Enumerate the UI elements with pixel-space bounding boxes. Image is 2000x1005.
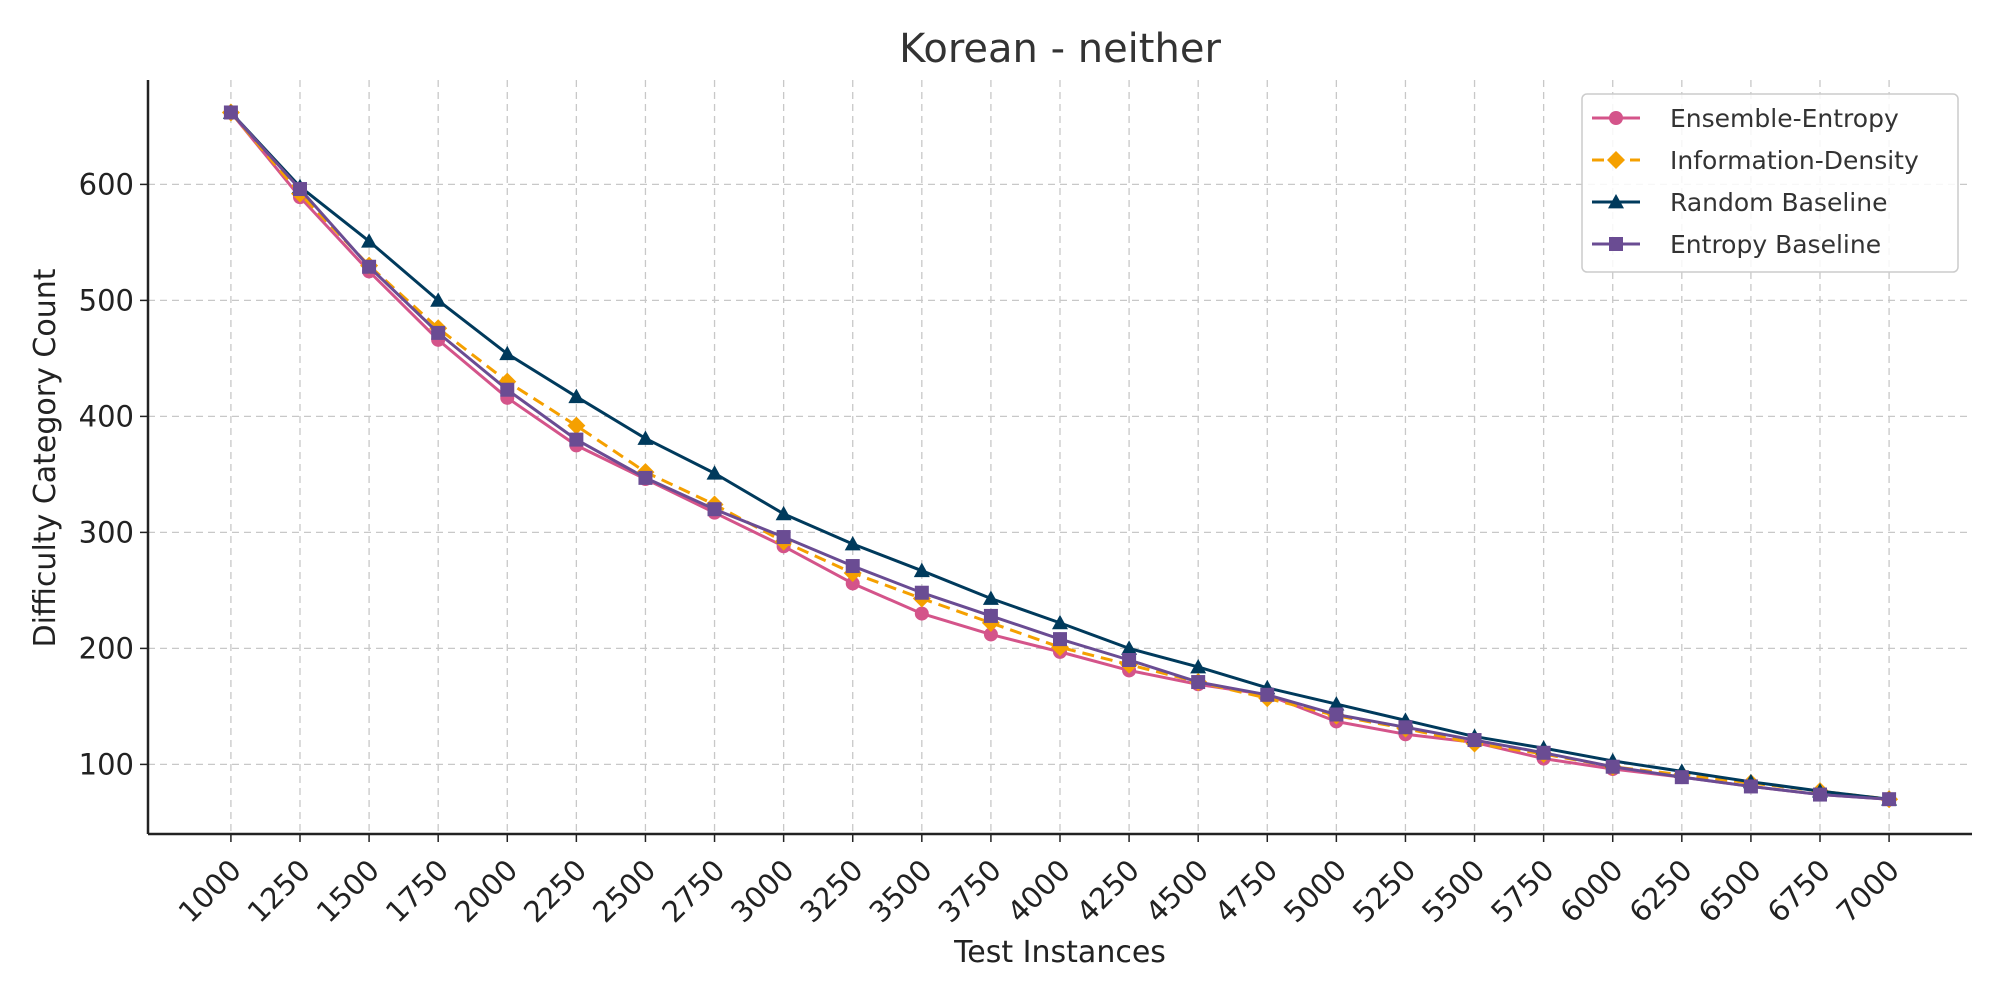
x-tick-label: 5750 (1484, 853, 1560, 929)
data-point (707, 502, 722, 517)
data-point (1190, 658, 1207, 674)
legend-label: Ensemble-Entropy (1670, 104, 1899, 133)
data-point (1191, 675, 1206, 690)
x-tick-label: 5000 (1277, 853, 1353, 929)
legend-entry: Entropy Baseline (1592, 230, 1881, 259)
y-tick-label: 400 (79, 399, 134, 433)
x-tick-label: 1000 (172, 853, 248, 929)
data-point (499, 345, 516, 361)
y-tick-label: 300 (79, 515, 134, 549)
data-point (500, 382, 515, 397)
series-lines (221, 103, 1899, 809)
data-point (845, 576, 860, 591)
x-tick-label: 2750 (655, 853, 731, 929)
data-point (1052, 614, 1068, 630)
y-tick-label: 200 (79, 631, 134, 665)
x-tick-label: 7000 (1830, 853, 1906, 929)
legend-label: Information-Density (1670, 146, 1919, 175)
data-point (1398, 720, 1413, 735)
data-point (1053, 632, 1067, 647)
x-tick-label: 1250 (241, 853, 317, 929)
data-point (1608, 194, 1624, 209)
x-tick-label: 4750 (1208, 853, 1284, 929)
series-group (223, 105, 1897, 807)
legend-entry: Random Baseline (1592, 188, 1887, 217)
data-point (775, 505, 792, 521)
x-tick-label: 3250 (793, 853, 869, 929)
x-axis-label: Test Instances (953, 935, 1166, 970)
data-point (1609, 111, 1623, 125)
data-point (914, 585, 929, 600)
data-point (982, 590, 999, 605)
data-point (1122, 653, 1137, 667)
data-point (983, 608, 998, 623)
x-tick-label: 6250 (1623, 853, 1699, 929)
x-tick-label: 5250 (1346, 853, 1422, 929)
x-tick-label: 2500 (586, 853, 662, 929)
data-point (844, 536, 861, 551)
data-point (706, 465, 723, 480)
y-tick-label: 600 (79, 167, 134, 201)
x-tick-label: 6000 (1553, 853, 1629, 929)
y-axis-label: Difficulty Category Count (28, 268, 63, 647)
x-tick-label: 3000 (724, 853, 800, 929)
x-tick-label: 4000 (1001, 853, 1077, 929)
x-tick-label: 2250 (517, 853, 593, 929)
data-point (637, 430, 654, 445)
data-point (914, 606, 929, 621)
data-point (1609, 237, 1623, 251)
x-tick-label: 1500 (310, 853, 386, 929)
data-point (223, 105, 238, 120)
x-tick-label: 4500 (1139, 853, 1215, 929)
y-tick-label: 100 (79, 747, 134, 781)
x-tick-label: 5500 (1415, 853, 1491, 929)
x-tick-label: 1750 (379, 853, 455, 929)
legend-entry: Information-Density (1592, 146, 1919, 175)
x-tick-label: 2000 (448, 853, 524, 929)
data-point (1121, 640, 1138, 655)
legend: Ensemble-Entropy Information-Density Rando… (1581, 93, 1959, 273)
chart-title: Korean - neither (899, 26, 1221, 72)
data-point (913, 562, 930, 578)
data-point (362, 259, 377, 274)
y-tick-label: 500 (79, 283, 134, 317)
data-point (568, 388, 585, 404)
data-point (1467, 733, 1482, 748)
data-point (1813, 787, 1827, 802)
data-point (431, 325, 446, 340)
data-point (361, 233, 378, 248)
x-tick-label: 3500 (863, 853, 939, 929)
data-point (1605, 759, 1620, 774)
data-point (1329, 707, 1344, 722)
data-point (1743, 779, 1758, 794)
data-point (430, 292, 447, 307)
x-tick-label: 6500 (1692, 853, 1768, 929)
data-point (983, 627, 998, 642)
tick-labels: 1000125015001750200022502500275030003250… (79, 167, 1906, 929)
legend-label: Random Baseline (1670, 188, 1887, 217)
data-point (638, 470, 653, 485)
data-point (845, 559, 860, 574)
data-point (1328, 696, 1345, 711)
data-point (1260, 687, 1275, 702)
data-point (1536, 745, 1551, 760)
data-point (569, 432, 584, 447)
data-point (567, 416, 586, 435)
data-point (293, 182, 307, 197)
data-point (1674, 770, 1689, 785)
data-point (1882, 792, 1897, 807)
legend-box (1581, 93, 1959, 273)
data-point (1607, 151, 1625, 169)
x-tick-label: 6750 (1761, 853, 1837, 929)
data-point (776, 530, 791, 545)
legend-entry: Ensemble-Entropy (1592, 104, 1899, 133)
x-tick-label: 4250 (1070, 853, 1146, 929)
x-tick-label: 3750 (932, 853, 1008, 929)
legend-label: Entropy Baseline (1670, 230, 1881, 259)
